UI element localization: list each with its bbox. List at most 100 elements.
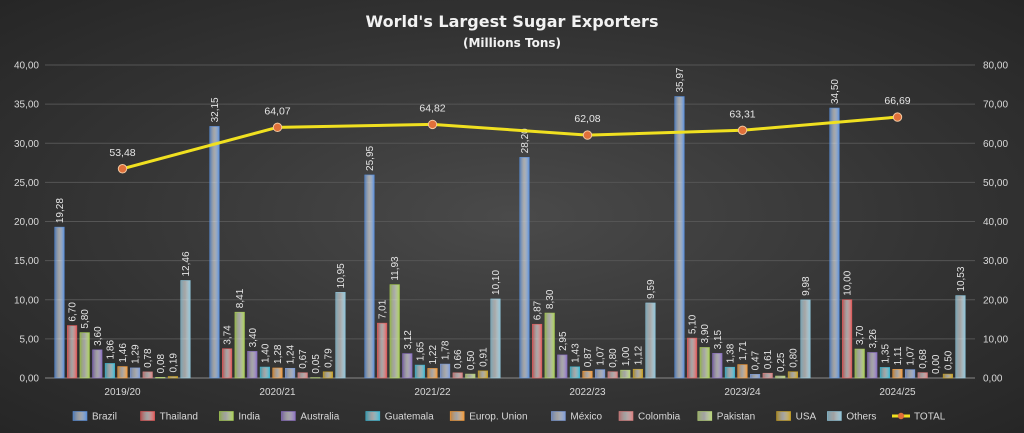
legend-swatch xyxy=(72,411,88,421)
bar-colombia xyxy=(297,372,308,379)
bar-data-label: 1,24 xyxy=(286,344,297,364)
bar-data-label: 0,66 xyxy=(453,349,464,369)
y-tick-label: 5,00 xyxy=(20,334,40,345)
bar-data-label: 0,67 xyxy=(298,349,309,369)
bar-data-label: 1,22 xyxy=(428,345,439,365)
bar-guatemala xyxy=(104,363,115,379)
bar-colombia xyxy=(762,372,773,379)
total-marker xyxy=(427,119,438,130)
bar-india xyxy=(79,332,90,379)
legend-label: India xyxy=(238,412,260,423)
bar-data-label: 1,78 xyxy=(441,340,452,360)
y2-tick-label: 40,00 xyxy=(983,217,1008,228)
bar-india xyxy=(699,347,710,379)
total-line-layer: 53,48 64,07 64,82 62,08 63,31 66,69 xyxy=(109,95,911,174)
bar-data-label: 1,43 xyxy=(570,343,581,363)
bar-data-label: 8,41 xyxy=(235,288,246,308)
y2-tick-label: 50,00 xyxy=(983,178,1008,189)
bar-data-label: 1,07 xyxy=(596,346,607,366)
bar-data-label: 32,15 xyxy=(210,97,221,122)
legend-swatch xyxy=(449,411,465,421)
bar-guatemala xyxy=(414,364,425,379)
bar-data-label: 6,70 xyxy=(68,302,79,322)
bar-india xyxy=(544,312,555,379)
total-data-label: 63,31 xyxy=(729,108,755,120)
x-tick-label: 2020/21 xyxy=(259,387,296,398)
grid-layer: 0,00 5,00 10,00 15,00 20,00 25,00 30,00 35,00 40… xyxy=(14,61,1008,385)
bar-data-label: 3,74 xyxy=(223,325,234,345)
y-tick-label: 25,00 xyxy=(14,178,39,189)
bar-data-label: 1,35 xyxy=(880,344,891,364)
total-marker xyxy=(117,164,128,174)
bar-india xyxy=(234,311,245,379)
bar-usa xyxy=(632,368,643,379)
total-marker xyxy=(582,130,593,140)
legend-swatch xyxy=(140,411,155,421)
legend-swatch xyxy=(551,411,566,421)
bar-brazil xyxy=(829,107,840,379)
legend-marker-total xyxy=(897,412,905,420)
bar-others xyxy=(335,292,346,379)
bar-data-label: 0,19 xyxy=(168,353,179,373)
y-tick-label: 35,00 xyxy=(14,100,39,111)
bar-data-label: 0,47 xyxy=(751,350,762,370)
bar-m-xico xyxy=(595,369,606,379)
bar-data-label: 3,26 xyxy=(868,329,879,349)
legend-label: Thailand xyxy=(160,412,198,423)
bar-data-label: 34,50 xyxy=(830,79,841,104)
bar-usa xyxy=(942,373,953,379)
y2-tick-label: 60,00 xyxy=(983,139,1008,150)
bar-data-label: 1,86 xyxy=(105,340,116,360)
bar-guatemala xyxy=(569,366,580,379)
x-tick-label: 2021/22 xyxy=(414,387,451,398)
legend-label: Pakistan xyxy=(717,412,755,423)
bar-m-xico xyxy=(130,367,141,379)
bar-data-label: 10,95 xyxy=(336,263,347,288)
bar-thailand xyxy=(67,325,78,379)
bar-australia xyxy=(92,349,103,379)
bar-others xyxy=(645,302,656,379)
bar-usa xyxy=(477,370,488,379)
bar-data-label: 0,80 xyxy=(788,348,799,368)
bar-data-label: 1,65 xyxy=(415,341,426,361)
bar-data-label: 25,95 xyxy=(365,145,376,170)
y2-tick-label: 30,00 xyxy=(983,256,1008,267)
bar-m-xico xyxy=(750,374,761,379)
legend-label: TOTAL xyxy=(914,412,946,423)
total-data-label: 62,08 xyxy=(574,113,600,125)
bar-brazil xyxy=(54,226,65,379)
bar-data-label: 0,00 xyxy=(931,354,942,374)
bar-australia xyxy=(557,354,568,379)
bar-india xyxy=(389,284,400,379)
bar-data-label: 5,80 xyxy=(80,309,91,329)
bar-data-label: 3,12 xyxy=(403,330,414,350)
bar-data-label: 0,78 xyxy=(143,348,154,368)
bar-data-label: 1,28 xyxy=(273,344,284,364)
y2-tick-label: 0,00 xyxy=(983,374,1003,385)
legend-label: Australia xyxy=(300,412,339,423)
bar-thailand xyxy=(842,299,853,379)
bar-data-label: 1,11 xyxy=(893,346,904,365)
legend-swatch xyxy=(281,411,296,421)
legend-swatch xyxy=(618,411,634,421)
bar-brazil xyxy=(364,174,375,379)
bar-australia xyxy=(402,353,413,379)
bar-data-label: 2,95 xyxy=(558,331,569,351)
y-tick-label: 10,00 xyxy=(14,295,39,306)
bar-data-label: 1,29 xyxy=(131,344,142,364)
legend-swatch xyxy=(827,411,842,421)
bar-data-label: 0,25 xyxy=(776,352,787,372)
bar-data-label: 10,10 xyxy=(491,270,502,295)
bar-data-label: 0,61 xyxy=(763,349,774,369)
bar-data-label: 28,20 xyxy=(520,128,531,153)
bar-guatemala xyxy=(879,367,890,379)
legend-swatch xyxy=(697,411,713,421)
bar-data-label: 3,90 xyxy=(700,324,711,344)
y2-tick-label: 70,00 xyxy=(983,100,1008,111)
legend-swatch xyxy=(219,411,234,421)
bar-data-label: 5,10 xyxy=(688,314,699,334)
bar-europ-union xyxy=(582,370,593,379)
bar-guatemala xyxy=(724,366,735,379)
bar-data-label: 0,05 xyxy=(311,354,322,374)
